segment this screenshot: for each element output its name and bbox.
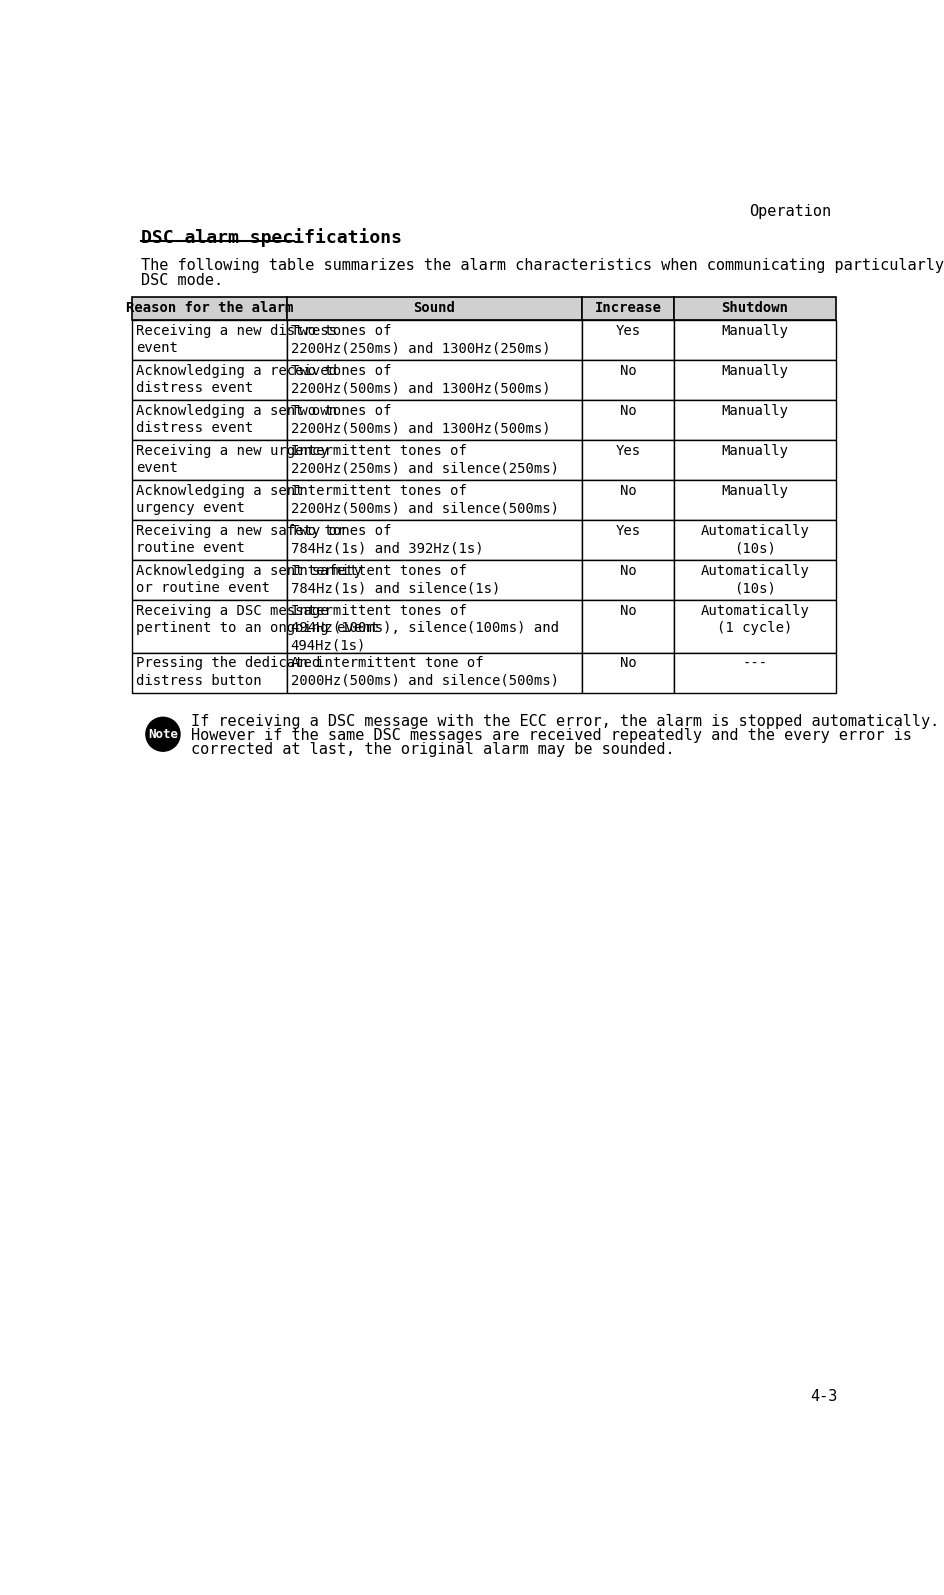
Text: No: No [619, 404, 636, 418]
Bar [132, 360, 287, 400]
Bar [287, 600, 582, 652]
Bar [582, 480, 674, 520]
Bar [132, 652, 287, 692]
Bar [287, 400, 582, 440]
Text: Acknowledging a received
distress event: Acknowledging a received distress event [136, 364, 337, 396]
Bar [674, 600, 835, 652]
Text: Receiving a new safety or
routine event: Receiving a new safety or routine event [136, 525, 346, 555]
Bar [132, 560, 287, 600]
Bar [582, 360, 674, 400]
Text: Intermittent tones of
494Hz(100ms), silence(100ms) and
494Hz(1s): Intermittent tones of 494Hz(100ms), sile… [291, 605, 559, 652]
Text: Two tones of
2200Hz(250ms) and 1300Hz(250ms): Two tones of 2200Hz(250ms) and 1300Hz(25… [291, 324, 550, 356]
Circle shape [146, 718, 180, 751]
Text: Yes: Yes [615, 525, 641, 538]
Text: ---: --- [742, 657, 767, 670]
Bar [582, 652, 674, 692]
Text: No: No [619, 657, 636, 670]
Text: No: No [619, 364, 636, 378]
Text: Yes: Yes [615, 324, 641, 338]
Bar [287, 560, 582, 600]
Text: Two tones of
2200Hz(500ms) and 1300Hz(500ms): Two tones of 2200Hz(500ms) and 1300Hz(50… [291, 404, 550, 435]
Text: Manually: Manually [721, 483, 788, 498]
Bar [287, 440, 582, 480]
Bar [287, 520, 582, 560]
Bar [674, 480, 835, 520]
Bar [674, 321, 835, 360]
Text: The following table summarizes the alarm characteristics when communicating part: The following table summarizes the alarm… [142, 258, 944, 273]
Text: Two tones of
2200Hz(500ms) and 1300Hz(500ms): Two tones of 2200Hz(500ms) and 1300Hz(50… [291, 364, 550, 396]
Bar [674, 560, 835, 600]
Text: However if the same DSC messages are received repeatedly and the every error is: However if the same DSC messages are rec… [191, 727, 912, 743]
Text: Shutdown: Shutdown [721, 301, 788, 314]
Bar [674, 440, 835, 480]
Bar [132, 321, 287, 360]
Text: Sound: Sound [413, 301, 455, 314]
Bar [132, 440, 287, 480]
Bar [132, 480, 287, 520]
Text: Receiving a new distress
event: Receiving a new distress event [136, 324, 337, 356]
Bar [674, 360, 835, 400]
Bar [674, 297, 835, 321]
Text: Intermittent tones of
2200Hz(500ms) and silence(500ms): Intermittent tones of 2200Hz(500ms) and … [291, 483, 559, 515]
Text: Acknowledging a sent own
distress event: Acknowledging a sent own distress event [136, 404, 337, 435]
Text: Automatically
(10s): Automatically (10s) [700, 525, 809, 555]
Bar [132, 600, 287, 652]
Bar [674, 400, 835, 440]
Text: Intermittent tones of
784Hz(1s) and silence(1s): Intermittent tones of 784Hz(1s) and sile… [291, 565, 500, 595]
Text: Automatically
(10s): Automatically (10s) [700, 565, 809, 595]
Text: Manually: Manually [721, 404, 788, 418]
Bar [582, 321, 674, 360]
Bar [287, 321, 582, 360]
Text: Increase: Increase [595, 301, 662, 314]
Bar [582, 600, 674, 652]
Text: Receiving a new urgency
event: Receiving a new urgency event [136, 443, 329, 475]
Bar [582, 297, 674, 321]
Text: Manually: Manually [721, 364, 788, 378]
Bar [582, 440, 674, 480]
Text: corrected at last, the original alarm may be sounded.: corrected at last, the original alarm ma… [191, 742, 674, 758]
Text: Reason for the alarm: Reason for the alarm [126, 301, 293, 314]
Text: DSC mode.: DSC mode. [142, 273, 224, 289]
Text: Note: Note [148, 727, 178, 740]
Bar [582, 520, 674, 560]
Bar [287, 652, 582, 692]
Bar [582, 400, 674, 440]
Text: Pressing the dedicated
distress button: Pressing the dedicated distress button [136, 657, 320, 687]
Bar [582, 560, 674, 600]
Text: An intermittent tone of
2000Hz(500ms) and silence(500ms): An intermittent tone of 2000Hz(500ms) an… [291, 657, 559, 687]
Text: Intermittent tones of
2200Hz(250ms) and silence(250ms): Intermittent tones of 2200Hz(250ms) and … [291, 443, 559, 475]
Bar [132, 400, 287, 440]
Text: 4-3: 4-3 [810, 1389, 837, 1404]
Text: Receiving a DSC message
pertinent to an ongoing event: Receiving a DSC message pertinent to an … [136, 605, 379, 635]
Text: Operation: Operation [749, 204, 831, 220]
Text: DSC alarm specifications: DSC alarm specifications [142, 228, 402, 247]
Bar [674, 652, 835, 692]
Text: No: No [619, 605, 636, 619]
Bar [674, 520, 835, 560]
Bar [287, 480, 582, 520]
Bar [287, 360, 582, 400]
Bar [132, 297, 287, 321]
Bar [287, 297, 582, 321]
Text: No: No [619, 565, 636, 577]
Text: Acknowledging a sent safety
or routine event: Acknowledging a sent safety or routine e… [136, 565, 362, 595]
Text: Acknowledging a sent
urgency event: Acknowledging a sent urgency event [136, 483, 303, 515]
Text: No: No [619, 483, 636, 498]
Text: Manually: Manually [721, 324, 788, 338]
Text: Two tones of
784Hz(1s) and 392Hz(1s): Two tones of 784Hz(1s) and 392Hz(1s) [291, 525, 483, 555]
Bar [132, 520, 287, 560]
Text: If receiving a DSC message with the ECC error, the alarm is stopped automaticall: If receiving a DSC message with the ECC … [191, 715, 939, 729]
Text: Manually: Manually [721, 443, 788, 458]
Text: Automatically
(1 cycle): Automatically (1 cycle) [700, 605, 809, 635]
Text: Yes: Yes [615, 443, 641, 458]
